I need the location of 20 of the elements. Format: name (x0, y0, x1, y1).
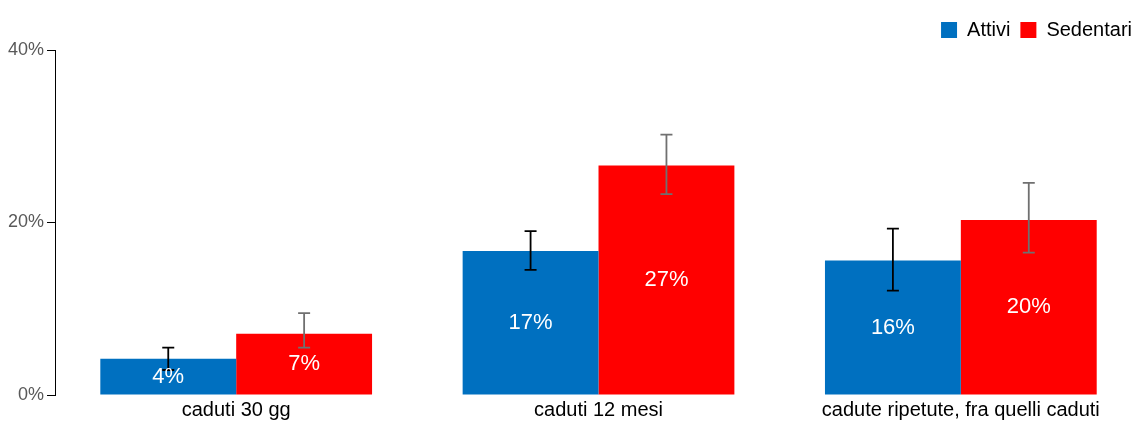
bar (100, 358, 237, 395)
bar (598, 165, 735, 395)
data-label: 20% (1006, 293, 1051, 319)
y-tick-label: 20% (8, 211, 45, 232)
x-tick-label: caduti 30 gg (181, 397, 291, 420)
x-tick-label: cadute ripetute, fra quelli caduti (821, 397, 1100, 420)
legend-label: Sedentari (1046, 17, 1133, 40)
y-tick-label: 40% (8, 38, 45, 59)
data-label: 7% (288, 350, 321, 376)
y-tick-label: 0% (18, 383, 45, 404)
data-label: 17% (508, 308, 553, 334)
data-label: 4% (152, 362, 185, 388)
legend-label: Attivi (967, 17, 1011, 40)
x-tick-label: caduti 12 mesi (534, 397, 663, 420)
data-label: 16% (870, 313, 915, 339)
bar (960, 219, 1097, 395)
bar (824, 260, 961, 395)
data-label: 27% (644, 266, 689, 292)
bar (462, 250, 599, 395)
bar (236, 333, 373, 395)
